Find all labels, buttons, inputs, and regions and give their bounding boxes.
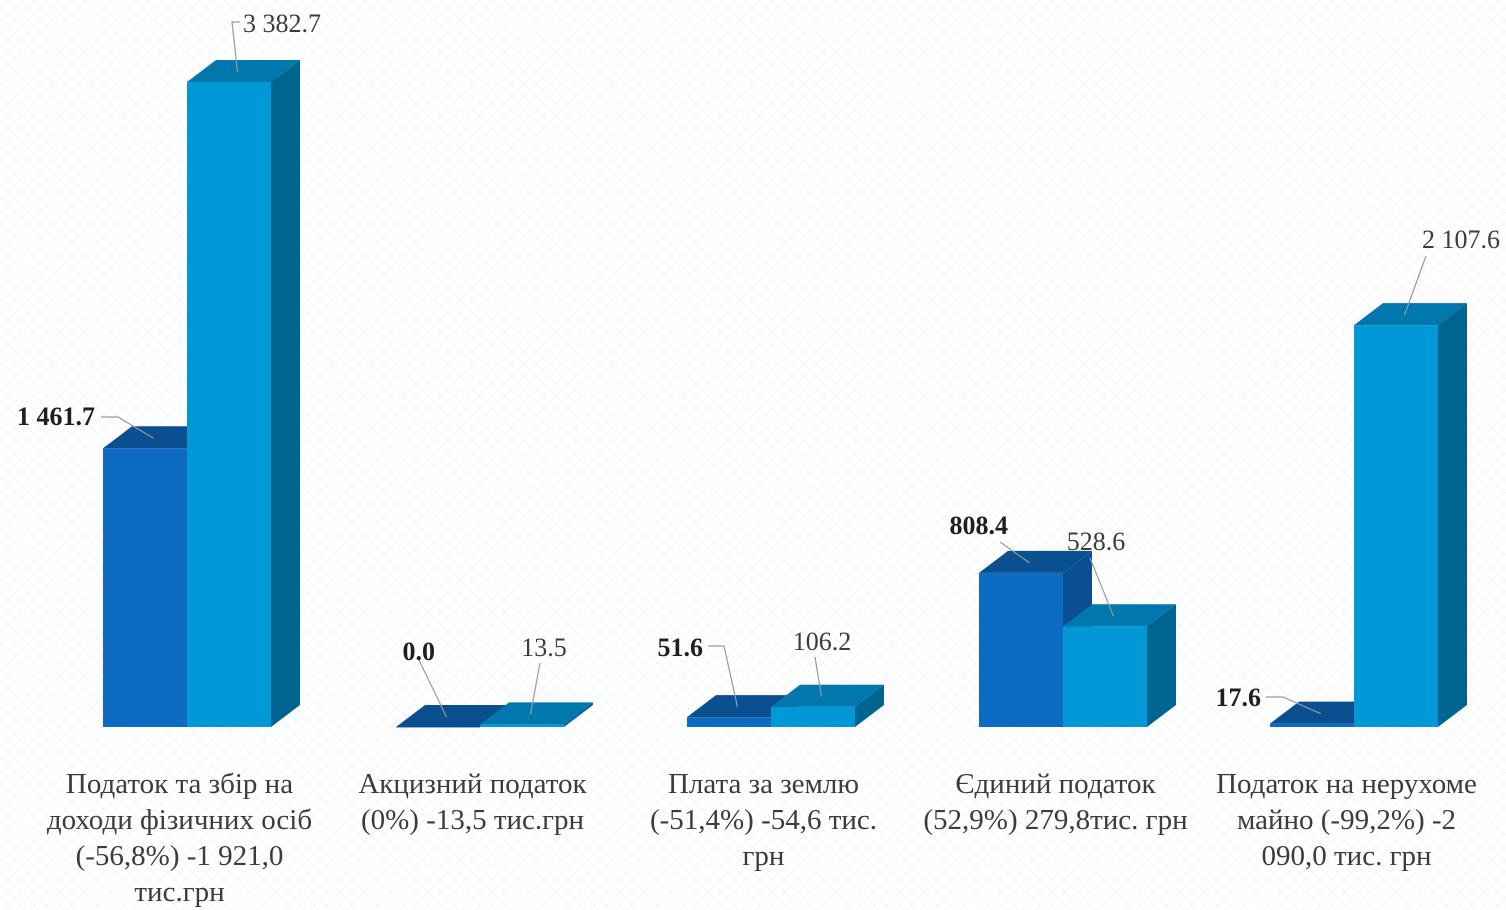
bar-front	[396, 727, 480, 728]
bar-side	[1147, 604, 1176, 727]
leader-line	[1403, 255, 1427, 316]
value-label: 528.6	[1067, 527, 1126, 556]
leader-line	[814, 656, 823, 697]
bar-top	[771, 684, 884, 707]
bar	[396, 705, 509, 728]
leader-line	[101, 416, 154, 439]
category-label: Плата за землю (-51,4%) -54,6 тис. грн	[649, 768, 878, 872]
bar-front	[1354, 325, 1438, 727]
value-label: 3 382.7	[243, 9, 321, 38]
category-label: Єдиний податок (52,9%) 279,8тис. грн	[923, 768, 1188, 836]
bar-front	[480, 724, 564, 727]
bar-side	[271, 60, 300, 727]
category-label: Податок на нерухоме майно (-99,2%) -2 09…	[1216, 768, 1477, 872]
leader-lines-layer	[101, 21, 1427, 718]
bars-layer	[103, 60, 1467, 728]
bar	[187, 60, 300, 727]
value-label: 808.4	[950, 511, 1009, 540]
value-label: 0.0	[403, 637, 436, 666]
leader-line	[231, 21, 240, 73]
leader-line	[418, 659, 448, 718]
bar-side	[1438, 303, 1467, 727]
bar-top	[1354, 303, 1467, 326]
bar	[1063, 604, 1176, 727]
bar	[1354, 303, 1467, 727]
bar-front	[687, 717, 771, 727]
bar	[480, 702, 593, 727]
value-label: 106.2	[793, 627, 852, 656]
leader-line	[708, 645, 739, 708]
bar	[979, 550, 1092, 727]
category-label: Акцизний податок (0%) -13,5 тис.грн	[358, 768, 587, 836]
bar-top	[979, 550, 1092, 573]
value-labels-layer: 1 461.7 3 382.7 0.0 13.5 51.6 106.2 808.4 528.6…	[17, 9, 1500, 712]
value-label: 1 461.7	[17, 402, 95, 431]
bar-top	[187, 60, 300, 82]
value-label: 17.6	[1216, 683, 1262, 712]
value-label: 2 107.6	[1422, 225, 1500, 254]
bar-front	[771, 706, 855, 727]
value-label: 51.6	[658, 633, 704, 662]
value-label: 13.5	[521, 633, 567, 662]
bar-side	[855, 684, 884, 727]
bar-front	[187, 82, 271, 727]
bar-side	[564, 702, 593, 727]
leader-line	[1089, 557, 1115, 617]
bar-top	[396, 705, 509, 727]
leader-line	[1266, 696, 1321, 715]
bar	[771, 684, 884, 727]
leader-line	[529, 662, 541, 715]
category-label: Податок та збір на доходи фізичних осіб …	[46, 768, 313, 908]
bar-front	[103, 448, 187, 727]
bar-front	[1270, 723, 1354, 727]
bar-top	[1063, 604, 1176, 627]
leader-line	[999, 541, 1030, 564]
bar-top	[480, 702, 593, 725]
bar-front	[979, 572, 1063, 727]
bar-front	[1063, 626, 1147, 727]
